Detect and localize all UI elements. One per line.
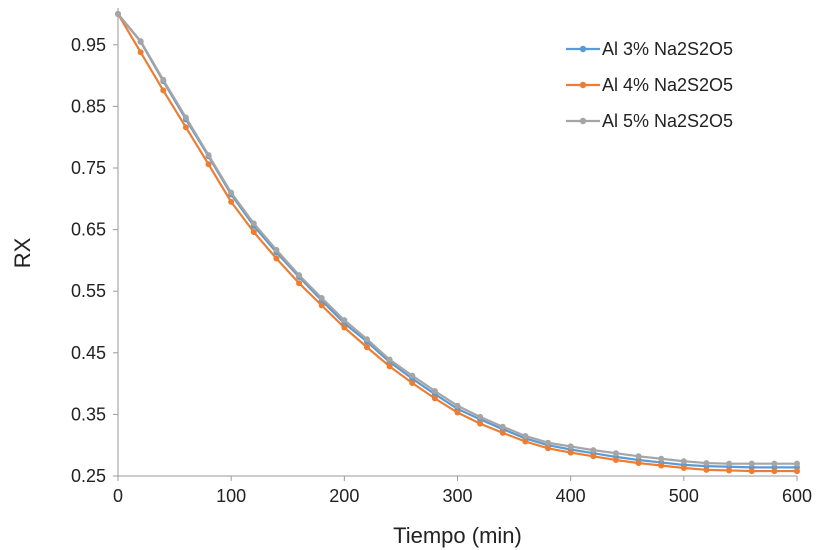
data-point: [499, 423, 506, 430]
data-point: [545, 445, 552, 452]
y-tick-label: 0.65: [71, 220, 106, 240]
data-point: [363, 336, 370, 343]
data-point: [680, 458, 687, 465]
data-point: [250, 220, 257, 227]
data-point: [522, 432, 529, 439]
data-point: [228, 198, 235, 205]
legend-label: Al 4% Na2S2O5: [602, 75, 733, 95]
data-point: [273, 255, 280, 262]
data-point: [635, 460, 642, 467]
data-point: [590, 453, 597, 460]
data-point: [794, 460, 800, 467]
x-axis-ticks: 0 100 200 300 400 500 600: [113, 476, 812, 506]
data-point: [658, 455, 665, 462]
data-point: [273, 246, 280, 253]
legend: Al 3% Na2S2O5 Al 4% Na2S2O5 Al 5% Na2S2O5: [566, 39, 733, 131]
y-axis-ticks: 0.25 0.35 0.45 0.55 0.65 0.75 0.85 0.95: [71, 35, 118, 486]
data-point: [182, 124, 189, 131]
data-point: [703, 460, 710, 467]
data-point: [318, 294, 325, 301]
y-axis-title: RX: [10, 237, 35, 268]
data-point: [341, 324, 348, 331]
x-tick-label: 100: [216, 486, 246, 506]
data-point: [454, 409, 461, 416]
x-axis-title: Tiempo (min): [393, 523, 522, 548]
legend-label: Al 5% Na2S2O5: [602, 111, 733, 131]
data-point: [590, 447, 597, 454]
data-point: [477, 420, 484, 427]
data-point: [612, 456, 619, 463]
x-tick-label: 400: [556, 486, 586, 506]
data-point: [726, 460, 733, 467]
data-point: [499, 429, 506, 436]
y-tick-label: 0.95: [71, 35, 106, 55]
data-point: [296, 280, 303, 287]
data-point: [363, 344, 370, 351]
data-point: [635, 453, 642, 460]
legend-item: Al 5% Na2S2O5: [566, 111, 733, 131]
data-point: [182, 114, 189, 121]
x-tick-label: 300: [442, 486, 472, 506]
data-point: [228, 189, 235, 196]
series-3: [115, 11, 800, 467]
data-point: [794, 468, 800, 475]
y-tick-label: 0.45: [71, 343, 106, 363]
data-point: [137, 49, 144, 56]
data-point: [431, 395, 438, 402]
series-group: [115, 11, 800, 475]
data-point: [318, 302, 325, 309]
data-point: [160, 76, 167, 83]
x-tick-label: 500: [669, 486, 699, 506]
data-point: [726, 467, 733, 474]
y-tick-label: 0.55: [71, 281, 106, 301]
data-point: [205, 152, 212, 159]
data-point: [409, 372, 416, 379]
x-tick-label: 600: [782, 486, 812, 506]
data-point: [748, 460, 755, 467]
data-point: [341, 317, 348, 324]
legend-marker: [579, 45, 587, 53]
data-point: [703, 466, 710, 473]
y-tick-label: 0.25: [71, 466, 106, 486]
legend-marker: [579, 117, 587, 125]
data-point: [567, 449, 574, 456]
data-point: [545, 439, 552, 446]
data-point: [658, 462, 665, 469]
x-tick-label: 0: [113, 486, 123, 506]
legend-item: Al 4% Na2S2O5: [566, 75, 733, 95]
data-point: [771, 460, 778, 467]
data-point: [250, 229, 257, 236]
data-point: [522, 438, 529, 445]
legend-label: Al 3% Na2S2O5: [602, 39, 733, 59]
data-point: [205, 161, 212, 168]
legend-marker: [579, 81, 587, 89]
x-tick-label: 200: [329, 486, 359, 506]
data-point: [386, 356, 393, 363]
data-point: [137, 38, 144, 45]
y-tick-label: 0.75: [71, 158, 106, 178]
data-point: [567, 443, 574, 450]
data-point: [477, 413, 484, 420]
data-point: [454, 402, 461, 409]
y-tick-label: 0.85: [71, 96, 106, 116]
data-point: [748, 468, 755, 475]
series-2: [115, 11, 800, 475]
data-point: [409, 379, 416, 386]
data-point: [386, 363, 393, 370]
data-point: [680, 464, 687, 471]
data-point: [431, 387, 438, 394]
data-point: [771, 468, 778, 475]
y-tick-label: 0.35: [71, 404, 106, 424]
legend-item: Al 3% Na2S2O5: [566, 39, 733, 59]
data-point: [115, 11, 121, 17]
data-point: [160, 87, 167, 94]
data-point: [296, 272, 303, 279]
data-point: [612, 450, 619, 457]
